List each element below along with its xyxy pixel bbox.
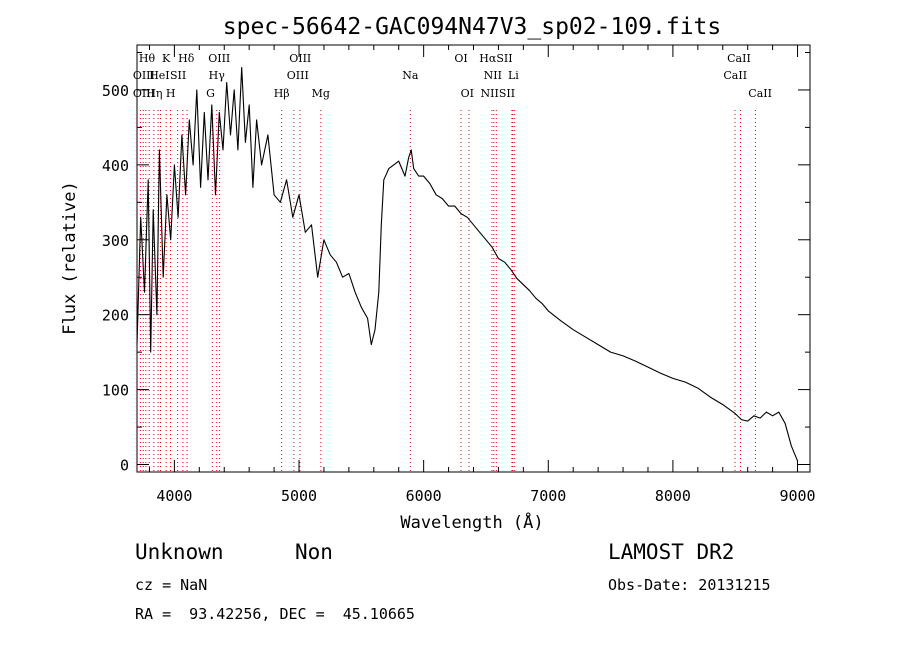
line-label: CaII: [748, 87, 772, 100]
x-tick-label: 4000: [156, 487, 192, 505]
object-subclass: Non: [295, 540, 333, 564]
line-label: Li: [508, 69, 519, 82]
line-label: NII: [484, 69, 502, 82]
line-label: CaII: [723, 69, 747, 82]
line-label: Hγ: [209, 69, 226, 82]
line-label: OIII: [287, 69, 309, 82]
line-label: Hθ: [139, 52, 156, 65]
line-label: K: [162, 52, 171, 65]
y-tick-label: 100: [102, 382, 129, 400]
y-tick-label: 400: [102, 157, 129, 175]
x-axis: 4000 5000 6000 7000 8000 9000: [148, 45, 816, 505]
x-tick-label: 9000: [779, 487, 815, 505]
y-axis: 0 100 200 300 400 500: [102, 51, 810, 475]
line-label: HeI: [149, 69, 169, 82]
line-label: HαSII: [479, 52, 512, 65]
x-axis-label: Wavelength (Å): [400, 511, 543, 533]
y-tick-label: 300: [102, 232, 129, 250]
spectral-line-labels: OIIIHθOIIIHηHeIKHSIIHδGHγOIIIHβOIIIOIIIM…: [133, 52, 772, 100]
line-label: OIII: [208, 52, 230, 65]
y-tick-label: 0: [120, 457, 129, 475]
chart-title: spec-56642-GAC094N47V3_sp02-109.fits: [223, 14, 722, 40]
x-tick-label: 7000: [530, 487, 566, 505]
y-tick-label: 500: [102, 82, 129, 100]
y-tick-label: 200: [102, 307, 129, 325]
y-axis-label: Flux (relative): [60, 181, 80, 335]
line-label: CaII: [727, 52, 751, 65]
line-label: G: [206, 87, 215, 100]
survey-label: LAMOST DR2: [608, 540, 735, 564]
x-tick-label: 8000: [655, 487, 691, 505]
x-tick-label: 6000: [406, 487, 442, 505]
line-label: SII: [170, 69, 186, 82]
spectrum-series: [136, 66, 799, 462]
line-label: Hβ: [274, 87, 290, 100]
object-class: Unknown: [135, 540, 224, 564]
line-label: Na: [402, 69, 419, 82]
line-label: OI: [454, 52, 467, 65]
coordinates: RA = 93.42256, DEC = 45.10665: [135, 605, 415, 623]
line-label: Mg: [312, 87, 330, 100]
line-label: NIISII: [481, 87, 516, 100]
line-label: Hδ: [178, 52, 195, 65]
redshift-value: cz = NaN: [135, 576, 208, 594]
spectrum-line: [136, 66, 799, 462]
spectral-line-markers: [139, 110, 756, 472]
plot-frame: [136, 44, 811, 473]
line-label: OI: [461, 87, 474, 100]
line-label: OIII: [133, 69, 155, 82]
line-label: OIII: [289, 52, 311, 65]
x-tick-label: 5000: [281, 487, 317, 505]
line-label: H: [166, 87, 176, 100]
observation-date: Obs-Date: 20131215: [608, 576, 771, 594]
line-label: Hη: [146, 87, 162, 100]
